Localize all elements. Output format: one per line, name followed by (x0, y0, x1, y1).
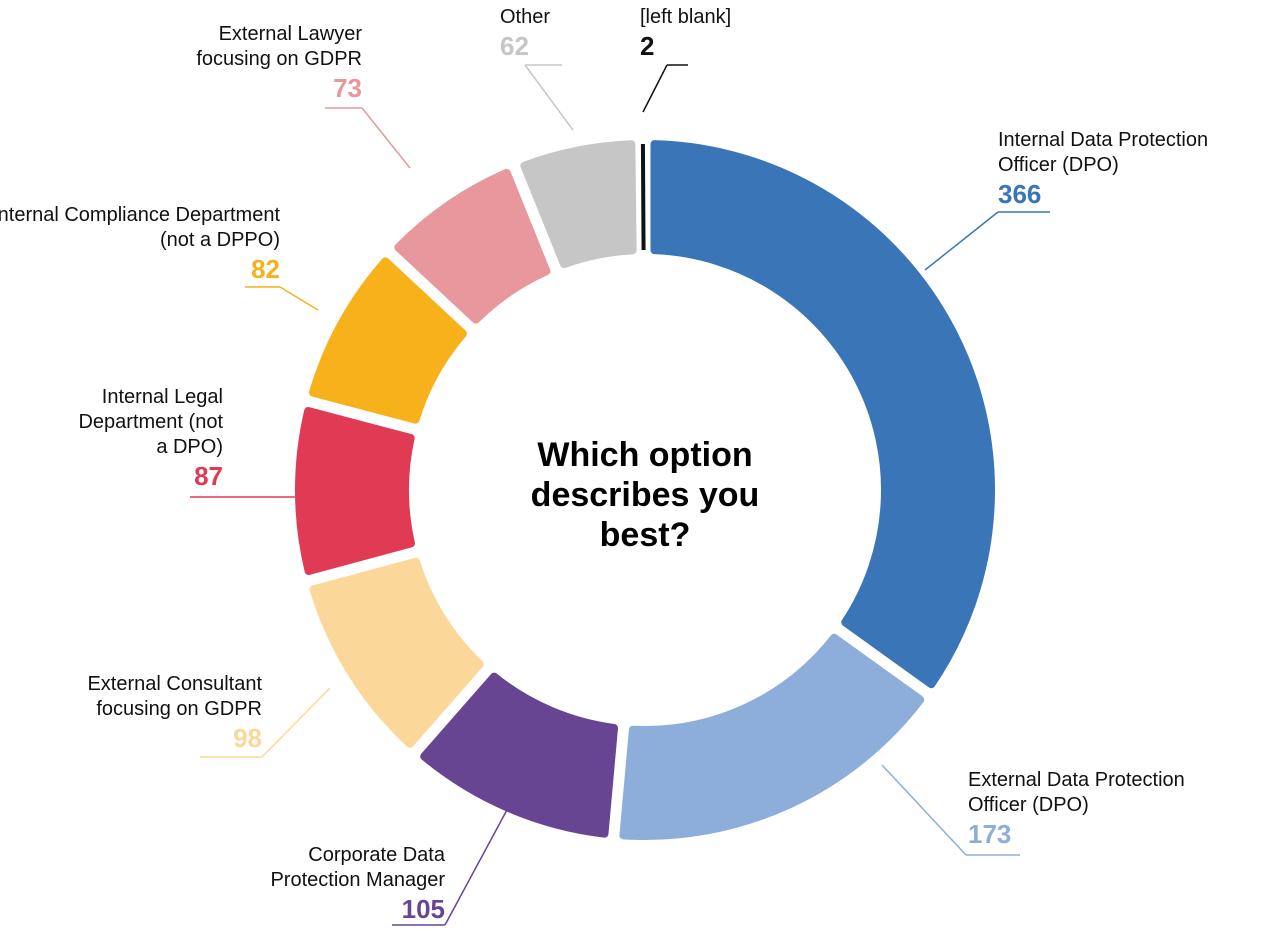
value-label: 98 (233, 723, 262, 753)
leader-line (524, 64, 574, 131)
slice-label: Internal Legal Department (not a DPO) 87 (73, 385, 223, 492)
value-label: 105 (401, 894, 445, 924)
category-label: External Consultant focusing on GDPR (87, 673, 262, 720)
slice-label: External Data Protection Officer (DPO) 17… (968, 768, 1248, 850)
slice-label: [left blank] 2 (640, 5, 790, 62)
value-label: 366 (998, 179, 1042, 209)
donut-slice (295, 407, 416, 576)
slice-label: Internal Compliance Department (not a DP… (0, 203, 280, 285)
category-label: Corporate Data Protection Manager (270, 844, 445, 891)
leader-line (261, 687, 331, 758)
leader-line (444, 807, 509, 926)
leader-line (361, 107, 411, 169)
category-label: External Data Protection Officer (DPO) (968, 769, 1185, 816)
donut-slice (520, 140, 637, 269)
slice-label: Other 62 (500, 5, 590, 62)
donut-slice (650, 140, 995, 689)
leader-line (881, 764, 967, 856)
category-label: Other (500, 6, 551, 28)
donut-slice (394, 168, 551, 324)
slice-label: External Lawyer focusing on GDPR 73 (172, 22, 362, 104)
value-label: 82 (251, 254, 280, 284)
value-label: 2 (640, 31, 655, 61)
donut-slice (640, 143, 646, 251)
value-label: 173 (968, 819, 1012, 849)
category-label: Internal Compliance Department (not a DP… (0, 204, 280, 251)
leader-line (279, 286, 319, 311)
value-label: 62 (500, 31, 529, 61)
leader-line (642, 64, 668, 113)
donut-slice (420, 672, 619, 838)
category-label: External Lawyer focusing on GDPR (196, 23, 362, 70)
value-label: 73 (333, 73, 362, 103)
category-label: Internal Data Protection Officer (DPO) (998, 129, 1209, 176)
slice-label: Corporate Data Protection Manager 105 (245, 843, 445, 925)
donut-slice (619, 633, 925, 840)
value-label: 87 (194, 461, 223, 491)
category-label: [left blank] (640, 6, 732, 28)
slice-label: Internal Data Protection Officer (DPO) 36… (998, 128, 1261, 210)
slice-label: External Consultant focusing on GDPR 98 (52, 672, 262, 754)
donut-slice (308, 257, 467, 424)
donut-slice (309, 557, 484, 748)
chart-title: Which option describes you best? (530, 436, 760, 554)
category-label: Internal Legal Department (not a DPO) (78, 386, 223, 458)
leader-line (924, 211, 999, 271)
